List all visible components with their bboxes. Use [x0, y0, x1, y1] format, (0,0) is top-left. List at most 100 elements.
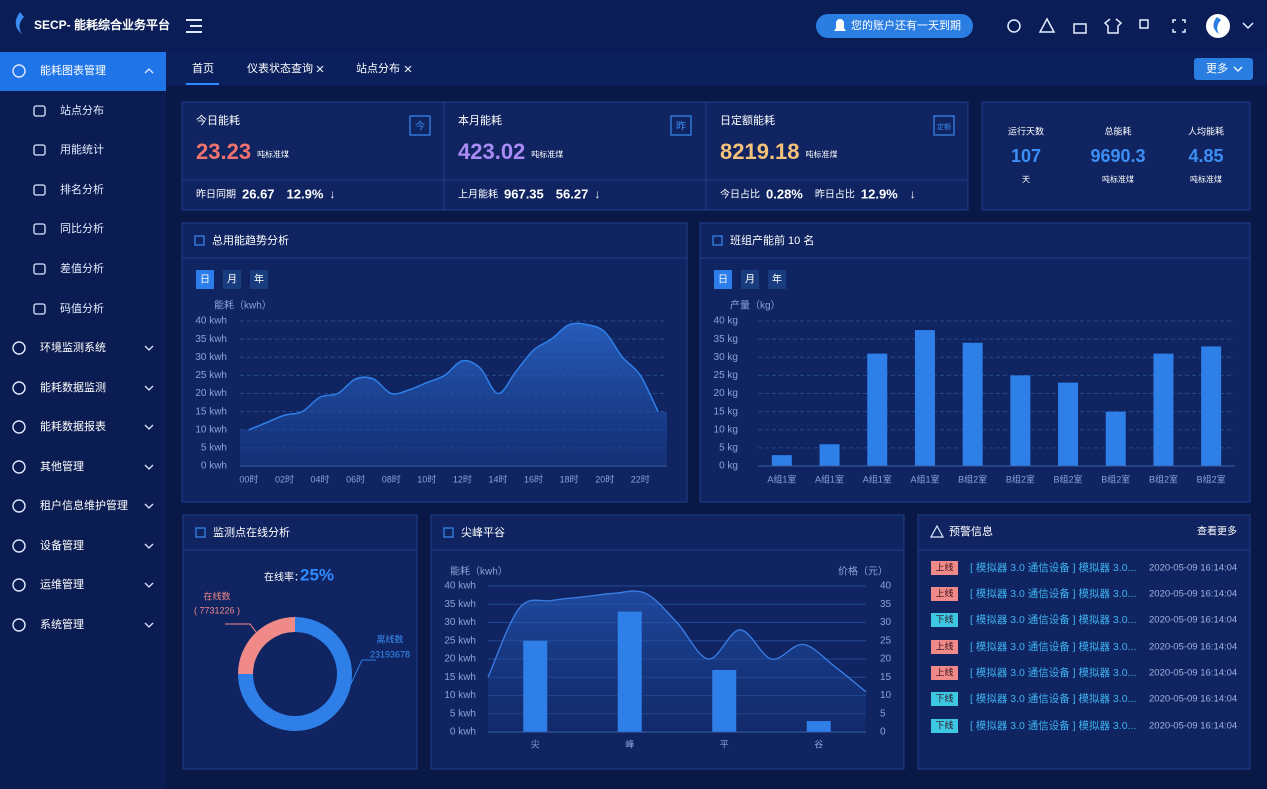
- alert-time: 2020-05-09 16:14:04: [1149, 589, 1237, 600]
- header-bar: [0, 0, 1267, 52]
- card-value: 423.02: [458, 139, 525, 164]
- avatar-logo: [1213, 17, 1221, 34]
- period-button[interactable]: [741, 270, 759, 289]
- menu-group[interactable]: 运维管理: [40, 577, 84, 591]
- x-tick-label: B组2室: [1006, 473, 1035, 484]
- card-icon-text: 昨: [676, 121, 686, 133]
- tab[interactable]: 首页: [192, 61, 214, 75]
- alert-text[interactable]: [ 模拟器 3.0 通信设备 ] 模拟器 3.0...: [970, 666, 1136, 679]
- menu-item[interactable]: 站点分布: [60, 103, 104, 117]
- alert-time: 2020-05-09 16:14:04: [1149, 694, 1237, 705]
- menu-group[interactable]: 能耗图表管理: [40, 63, 106, 77]
- alert-tag: [931, 587, 958, 601]
- alert-text[interactable]: [ 模拟器 3.0 通信设备 ] 模拟器 3.0...: [970, 692, 1136, 705]
- detail-label: 昨日同期: [196, 189, 236, 201]
- menu-group[interactable]: 租户信息维护管理: [40, 498, 128, 512]
- card-unit: 吨标准煤: [257, 149, 289, 159]
- change-arrow: ↓: [329, 187, 335, 201]
- menu-group[interactable]: 能耗数据报表: [40, 419, 106, 433]
- menu-item[interactable]: 同比分析: [60, 221, 104, 235]
- period-button[interactable]: [250, 270, 268, 289]
- menu-chevron: [144, 68, 154, 74]
- panel-title: 尖峰平谷: [461, 526, 505, 539]
- menu-icon: [12, 539, 26, 553]
- submenu-icon: [33, 263, 46, 275]
- more-button[interactable]: [1194, 58, 1253, 80]
- app-title: SECP- 能耗综合业务平台: [34, 17, 170, 32]
- x-tick-label: B组2室: [958, 473, 987, 484]
- menu-icon: [12, 420, 26, 434]
- alert-text[interactable]: [ 模拟器 3.0 通信设备 ] 模拟器 3.0...: [970, 587, 1136, 600]
- panel-icon: [712, 235, 723, 246]
- bar: [1058, 382, 1079, 466]
- rate-value: 25%: [300, 565, 334, 584]
- avatar[interactable]: [1206, 14, 1230, 38]
- tab[interactable]: 站点分布: [356, 61, 400, 75]
- menu-item[interactable]: 差值分析: [60, 261, 104, 275]
- period-text[interactable]: 月: [745, 274, 755, 286]
- rate-label: 在线率：: [264, 571, 304, 584]
- period-button[interactable]: [768, 270, 786, 289]
- alert-text[interactable]: [ 模拟器 3.0 通信设备 ] 模拟器 3.0...: [970, 561, 1136, 574]
- card-icon-text: 定额: [937, 122, 951, 131]
- period-text[interactable]: 日: [718, 275, 728, 286]
- y-tick-label: 0 kwh: [201, 461, 227, 472]
- menu-item[interactable]: 码值分析: [60, 301, 104, 315]
- menu-icon: [12, 381, 26, 395]
- alert-text[interactable]: [ 模拟器 3.0 通信设备 ] 模拟器 3.0...: [970, 640, 1136, 653]
- period-button[interactable]: [714, 270, 732, 289]
- more-link[interactable]: 查看更多: [1197, 525, 1237, 538]
- menu-group[interactable]: 设备管理: [40, 538, 84, 552]
- toolbar-icon[interactable]: [1139, 19, 1149, 29]
- toolbar-icon[interactable]: [1073, 23, 1087, 34]
- summary-value: 9690.3: [1090, 146, 1145, 166]
- y-tick-label: 0: [880, 727, 886, 738]
- summary-label: 人均能耗: [1188, 125, 1224, 136]
- toolbar-icon[interactable]: [1172, 19, 1186, 33]
- toolbar-icon[interactable]: [1038, 17, 1056, 33]
- menu-icon: [12, 618, 26, 632]
- x-tick-label: 00时: [239, 473, 258, 484]
- menu-chevron: [144, 503, 154, 509]
- change-arrow: ↓: [594, 187, 600, 201]
- user-menu-chevron[interactable]: [1242, 22, 1254, 30]
- y-tick-label: 15 kg: [714, 406, 738, 417]
- menu-item[interactable]: 排名分析: [60, 182, 104, 196]
- alert-text[interactable]: [ 模拟器 3.0 通信设备 ] 模拟器 3.0...: [970, 719, 1136, 732]
- notice-text[interactable]: 您的账户还有一天到期: [851, 18, 961, 32]
- period-button[interactable]: [196, 270, 214, 289]
- menu-group[interactable]: 其他管理: [40, 459, 84, 473]
- panel-icon: [443, 527, 454, 538]
- alert-time: 2020-05-09 16:14:04: [1149, 563, 1237, 574]
- tab-close[interactable]: [404, 65, 412, 73]
- y-tick-label: 10 kg: [714, 424, 738, 435]
- more-text[interactable]: 更多: [1206, 61, 1228, 75]
- alert-text[interactable]: [ 模拟器 3.0 通信设备 ] 模拟器 3.0...: [970, 613, 1136, 626]
- alert-tag: [931, 666, 958, 680]
- period-text[interactable]: 日: [200, 275, 210, 286]
- period-button[interactable]: [223, 270, 241, 289]
- menu-group[interactable]: 能耗数据监测: [40, 380, 106, 394]
- notice-button[interactable]: [816, 14, 973, 38]
- toolbar-icon[interactable]: [1103, 18, 1123, 34]
- summary-value: 4.85: [1188, 146, 1223, 166]
- period-text[interactable]: 年: [254, 273, 264, 286]
- y-tick-label: 20: [880, 654, 892, 665]
- period-text[interactable]: 月: [227, 274, 237, 286]
- tab-close[interactable]: [316, 65, 324, 73]
- x-tick-label: 峰: [625, 739, 634, 749]
- menu-group[interactable]: 环境监测系统: [40, 340, 106, 354]
- menu-icon: [12, 578, 26, 592]
- donut-segment: [238, 617, 295, 674]
- period-text[interactable]: 年: [772, 273, 782, 286]
- alert-time: 2020-05-09 16:14:04: [1149, 615, 1237, 626]
- summary-unit: 吨标准煤: [1190, 174, 1222, 184]
- bell-icon: [834, 19, 846, 31]
- toolbar-icon[interactable]: [1007, 19, 1021, 33]
- menu-item[interactable]: 用能统计: [60, 142, 104, 156]
- alert-tag: [931, 640, 958, 654]
- menu-group[interactable]: 系统管理: [40, 617, 84, 631]
- tab[interactable]: 仪表状态查询: [247, 61, 313, 75]
- x-tick-label: A组1室: [910, 473, 939, 484]
- leader-line: [347, 659, 376, 691]
